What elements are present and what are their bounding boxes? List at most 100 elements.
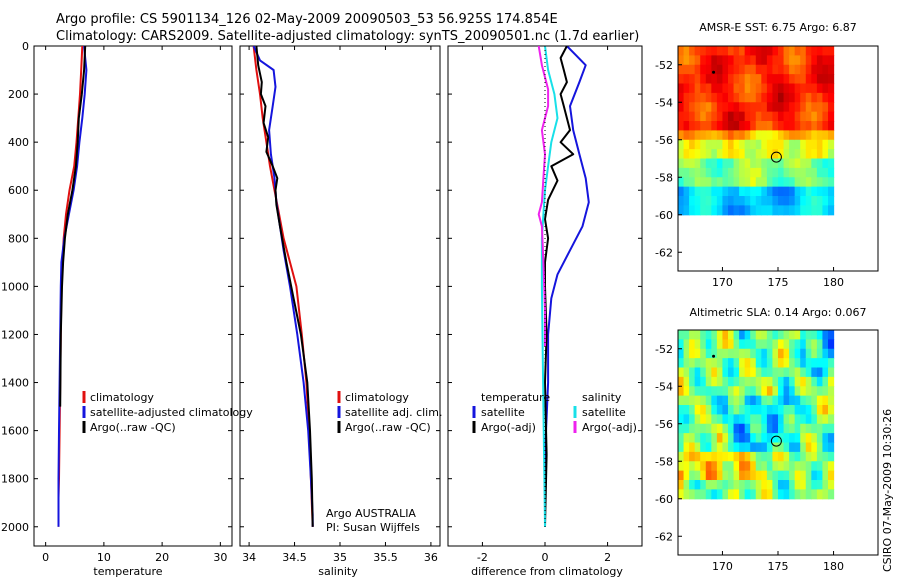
map-cell: [711, 205, 718, 216]
map-cell: [694, 158, 701, 169]
map-cell: [800, 167, 807, 178]
map-cell: [816, 470, 824, 481]
map-cell: [689, 358, 696, 369]
map-cell: [728, 339, 735, 350]
map-cell: [694, 102, 701, 113]
map-cell: [722, 395, 729, 406]
map-cell: [761, 121, 768, 131]
map-cell: [766, 92, 774, 103]
map-cell: [789, 83, 796, 94]
map-cell: [778, 395, 785, 406]
map-cell: [733, 111, 740, 122]
map-cell: [800, 121, 807, 131]
map-cell: [716, 367, 724, 378]
map-cell: [739, 167, 746, 178]
map-cell: [739, 111, 746, 122]
map-cell: [816, 92, 824, 103]
map-cell: [678, 55, 685, 66]
map-cell: [694, 386, 701, 397]
map-cell: [805, 121, 812, 131]
map-cell: [678, 405, 685, 415]
map-cell: [728, 149, 735, 160]
map-cell: [716, 405, 724, 415]
map-cell: [783, 111, 790, 122]
map-cell: [794, 348, 801, 359]
y-tick-label: -52: [655, 59, 673, 72]
map-cell: [678, 177, 685, 188]
map-cell: [766, 83, 774, 94]
map-cell: [761, 348, 768, 359]
map-cell: [678, 395, 685, 406]
map-cell: [789, 121, 796, 131]
map-cell: [689, 139, 696, 150]
map-cell: [783, 358, 790, 369]
map-cell: [683, 158, 690, 169]
map-cell: [811, 339, 818, 350]
map-cell: [744, 461, 751, 472]
map-cell: [739, 433, 746, 444]
map-cell: [789, 470, 796, 481]
map-cell: [722, 489, 729, 500]
map-cell: [733, 83, 740, 94]
map-cell: [728, 83, 735, 94]
map-cell: [783, 433, 790, 444]
map-cell: [700, 139, 707, 150]
map-cell: [733, 405, 740, 415]
map-cell: [750, 158, 757, 169]
map-cell: [761, 358, 768, 369]
x-tick-label: 180: [823, 560, 844, 573]
map-cell: [716, 111, 724, 122]
map-cell: [772, 64, 779, 75]
map-cell: [728, 489, 735, 500]
map-cell: [778, 111, 785, 122]
map-cell: [694, 139, 701, 150]
map-cell: [805, 348, 812, 359]
map-cell: [789, 177, 796, 188]
map-cell: [739, 158, 746, 169]
map-cell: [822, 480, 829, 490]
x-tick-label: 180: [823, 276, 844, 289]
map-cell: [716, 46, 724, 56]
map-cell: [816, 111, 824, 122]
map-cell: [816, 433, 824, 444]
map-cell: [755, 461, 762, 472]
map-cell: [689, 423, 696, 434]
map-cell: [794, 205, 801, 216]
map-cell: [772, 339, 779, 350]
map-cell: [728, 64, 735, 75]
map-cell: [805, 139, 812, 150]
map-cell: [772, 74, 779, 85]
map-cell: [728, 367, 735, 378]
map-cell: [778, 367, 785, 378]
map-cell: [705, 130, 712, 141]
map-cell: [694, 480, 701, 490]
map-cell: [800, 433, 807, 444]
map-cell: [822, 177, 829, 188]
map-cell: [816, 64, 824, 75]
map-cell: [750, 167, 757, 178]
map-cell: [733, 376, 740, 387]
map-cell: [683, 433, 690, 444]
map-cell: [800, 386, 807, 397]
map-cell: [783, 130, 790, 141]
map-cell: [783, 196, 790, 206]
map-cell: [722, 480, 729, 490]
y-tick-label: 2000: [1, 521, 29, 534]
y-tick-label: -54: [655, 96, 673, 109]
map-cell: [789, 330, 796, 340]
map-cell: [711, 405, 718, 415]
map-cell: [828, 451, 835, 462]
map-cell: [761, 367, 768, 378]
map-cell: [766, 433, 774, 444]
map-cell: [761, 330, 768, 340]
map-cell: [789, 111, 796, 122]
map-cell: [744, 111, 751, 122]
map-cell: [783, 348, 790, 359]
map-cell: [766, 386, 774, 397]
map-cell: [733, 55, 740, 66]
map-cell: [794, 46, 801, 56]
map-cell: [811, 149, 818, 160]
map-cell: [739, 196, 746, 206]
map-cell: [694, 442, 701, 453]
map-cell: [728, 405, 735, 415]
